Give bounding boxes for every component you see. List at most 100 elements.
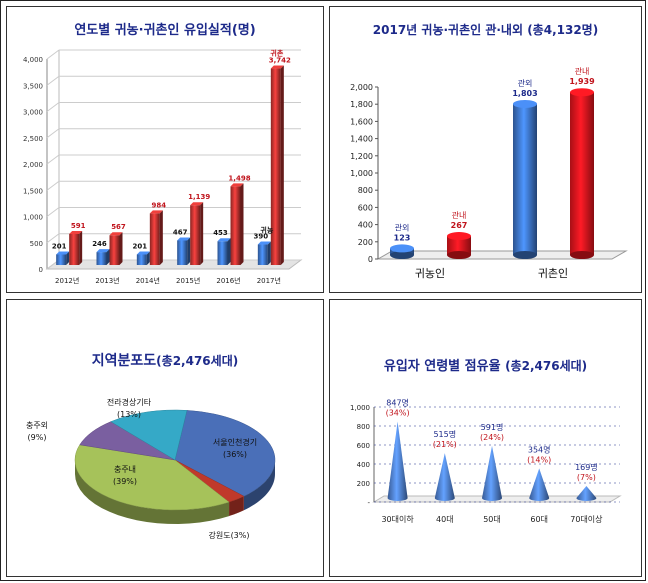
- slice-label: 충주내: [114, 465, 136, 474]
- panel-inside-outside: 2017년 귀농·귀촌인 관·내외 (총4,132명) 0 200 400 600 80…: [329, 6, 642, 293]
- pie-side: [75, 460, 230, 524]
- data-label: 453: [213, 229, 228, 237]
- series-label: 관외: [518, 78, 533, 88]
- data-label: 591: [71, 222, 86, 230]
- data-label: 267: [451, 221, 468, 230]
- bar-top: [69, 230, 83, 234]
- slice-label: 서울인천경기: [213, 437, 257, 447]
- gridline: [46, 49, 60, 60]
- data-label: 1,803: [512, 89, 537, 98]
- y-tick-label: 1,000: [350, 169, 373, 178]
- gridline: [46, 233, 60, 244]
- pct-label: (7%): [577, 473, 596, 482]
- data-label: 1,139: [188, 193, 210, 201]
- y-tick-label: 2,000: [23, 161, 43, 169]
- pie-side: [229, 496, 244, 517]
- bar-top: [257, 241, 271, 245]
- bar: [570, 92, 594, 255]
- y-tick-label: 3,000: [23, 109, 43, 117]
- annotation: 귀촌: [270, 49, 283, 58]
- bar: [136, 254, 147, 265]
- bar: [513, 103, 537, 255]
- annotation: 귀농: [260, 226, 273, 235]
- x-tick-label: 2015년: [176, 276, 200, 285]
- bar: [109, 235, 120, 265]
- slice-label: 강원도(3%): [208, 530, 249, 540]
- bar-side: [79, 230, 83, 265]
- region-pie-chart: 서울인천경기 (36%) 강원도(3%) 충주내 (39%) 충주외 (9%) 전라경상기타 (…: [26, 397, 276, 540]
- x-tick-label: 70대이상: [570, 514, 603, 524]
- x-tick-label: 2012년: [55, 276, 79, 285]
- pie-slice: [110, 409, 188, 461]
- y-tick-label: 1,500: [23, 187, 43, 195]
- y-tick-label: 1,200: [350, 152, 373, 161]
- x-tick-label: 귀촌인: [538, 267, 568, 280]
- pie-slice: [74, 444, 230, 511]
- data-label: 1,498: [228, 174, 250, 182]
- x-tick-label: 60대: [530, 515, 548, 524]
- y-tick-label: 1,400: [350, 135, 373, 144]
- bar-top: [149, 210, 163, 214]
- data-label: 567: [111, 223, 126, 231]
- data-label: 3,742: [269, 57, 291, 65]
- bar-side: [146, 251, 150, 265]
- bar: [447, 236, 471, 255]
- data-label: 515명: [433, 429, 456, 439]
- bar-top: [230, 183, 244, 187]
- y-tick-label: 3,500: [23, 82, 43, 90]
- y-tick-label: 800: [358, 186, 373, 195]
- y-tick-label: 2,000: [350, 83, 373, 92]
- pie-slice: [174, 410, 276, 497]
- slice-label: 전라경상기타: [107, 397, 152, 407]
- y-tick-label: 1,600: [350, 117, 373, 126]
- bar-side: [187, 237, 191, 265]
- data-label: 201: [52, 242, 67, 250]
- chart-title: 2017년 귀농·귀촌인 관·내외 (총4,132명): [372, 23, 599, 37]
- panel-age-share: 유입자 연령별 점유율 (총2,476세대) - 200 400 600 800 1,00…: [329, 299, 642, 577]
- bar-top: [190, 202, 204, 206]
- bar: [149, 213, 160, 265]
- y-tick-label: 200: [357, 480, 370, 488]
- y-tick-label: 400: [358, 221, 373, 230]
- bar-base: [570, 251, 594, 259]
- chart-title-main: 유입자 연령별 점유율: [383, 359, 501, 374]
- y-tick-label: 500: [30, 240, 43, 248]
- bar-top: [447, 232, 471, 241]
- x-tick-label: 2016년: [216, 276, 240, 285]
- bar: [96, 252, 107, 265]
- data-label: 169명: [575, 462, 598, 472]
- bar: [217, 241, 228, 265]
- pct-label: (21%): [433, 440, 457, 449]
- data-label: 1,939: [569, 77, 595, 86]
- chart-title-total: (총2,476세대): [156, 354, 239, 368]
- bar: [270, 68, 281, 265]
- y-tick-label: 400: [357, 461, 370, 469]
- chart-title-main: 지역분포도: [91, 353, 157, 369]
- gridline: [46, 75, 60, 86]
- data-label: 984: [152, 201, 167, 209]
- bar-top: [390, 244, 414, 253]
- chart-title-total: (총2,476세대): [505, 359, 588, 373]
- yearly-bar-chart: 0 500 1,000 1,500 2,000 2,500 3,000 3,500 4,000 2…: [23, 49, 303, 285]
- bar-top: [96, 249, 110, 253]
- bar-side: [267, 241, 271, 265]
- slice-pct: (39%): [113, 477, 137, 486]
- floor: [376, 250, 628, 260]
- y-tick-label: 4,000: [23, 56, 43, 64]
- chart-title: 연도별 귀농·귀촌인 유입실적(명): [74, 23, 256, 38]
- pct-label: (24%): [480, 433, 504, 442]
- bar-side: [227, 238, 231, 265]
- x-tick-label: 2017년: [257, 276, 281, 285]
- bar-base: [390, 251, 414, 259]
- data-label: 123: [394, 233, 411, 242]
- data-label: 390: [254, 233, 269, 241]
- bar-top: [270, 65, 284, 69]
- bar-top: [217, 238, 231, 242]
- bar-side: [66, 251, 70, 265]
- pie-side: [243, 460, 275, 511]
- x-tick-label: 40대: [436, 515, 454, 524]
- slice-pct: (13%): [117, 410, 141, 419]
- bar: [69, 233, 80, 265]
- panel-yearly-inflow: 연도별 귀농·귀촌인 유입실적(명) 0 500 1,000 1,500 2,000 2,…: [6, 6, 324, 293]
- bar-top: [513, 99, 537, 108]
